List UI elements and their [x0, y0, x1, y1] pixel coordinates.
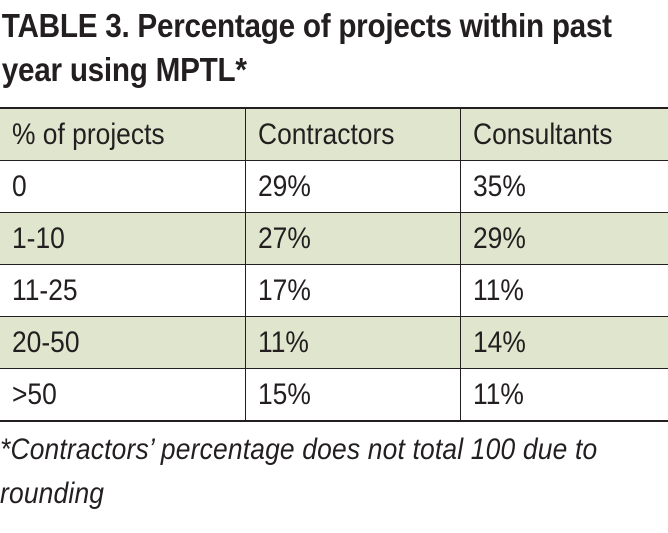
contractors-cell: 29% — [244, 160, 460, 213]
table-title: TABLE 3. Percentage of projects within p… — [1, 7, 612, 88]
consultants-cell: 14% — [459, 316, 668, 369]
table-header-row: % of projects Contractors Consultants — [0, 108, 668, 161]
contractors-cell: 15% — [244, 368, 460, 421]
table-row: 20-50 11% 14% — [0, 316, 668, 369]
consultants-cell: 29% — [459, 212, 668, 265]
table-row: >50 15% 11% — [0, 368, 668, 421]
header-cell-contractors: Contractors — [244, 108, 460, 161]
table-row: 11-25 17% 11% — [0, 264, 668, 317]
consultants-cell: 11% — [459, 368, 668, 421]
header-cell-consultants: Consultants — [459, 108, 668, 161]
data-table: % of projects Contractors Consultants 0 … — [0, 107, 668, 422]
row-label-cell: 1-10 — [0, 212, 245, 265]
contractors-cell: 11% — [244, 316, 460, 369]
table-row: 0 29% 35% — [0, 160, 668, 213]
row-label-cell: 20-50 — [0, 316, 245, 369]
table-row: 1-10 27% 29% — [0, 212, 668, 265]
row-label-cell: >50 — [0, 368, 245, 421]
row-label-cell: 11-25 — [0, 264, 245, 317]
header-cell-percent-of-projects: % of projects — [0, 108, 245, 161]
consultants-cell: 35% — [459, 160, 668, 213]
contractors-cell: 17% — [244, 264, 460, 317]
footnote-text: *Contractors’ percentage does not total … — [0, 433, 598, 510]
contractors-cell: 27% — [244, 212, 460, 265]
row-label-cell: 0 — [0, 160, 245, 213]
table-footnote: *Contractors’ percentage does not total … — [0, 428, 668, 516]
consultants-cell: 11% — [459, 264, 668, 317]
